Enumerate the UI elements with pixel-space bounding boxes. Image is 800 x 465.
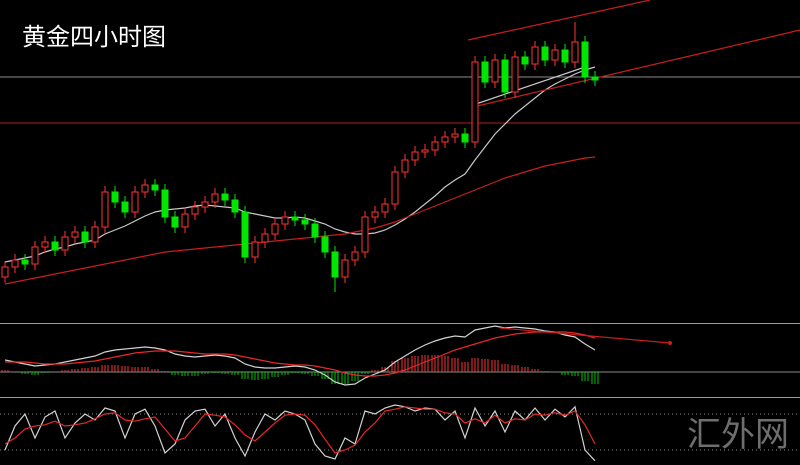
- candle-body: [441, 136, 449, 143]
- candle-body: [81, 231, 89, 243]
- candle-body: [241, 211, 249, 258]
- candle-body: [591, 76, 599, 81]
- candle-body: [491, 59, 499, 83]
- candle-body: [471, 61, 479, 143]
- candle-body: [201, 201, 209, 208]
- candle-body: [341, 259, 349, 278]
- candle-body: [91, 226, 99, 243]
- candle-body: [351, 251, 359, 261]
- candle-body: [51, 241, 59, 251]
- candle-body: [581, 41, 589, 78]
- candle-body: [541, 46, 549, 61]
- candle-body: [371, 211, 379, 218]
- candle-body: [71, 231, 79, 238]
- candle-body: [531, 46, 539, 65]
- trend-line: [499, 327, 671, 344]
- candle-body: [261, 233, 269, 243]
- watermark: 汇外网: [687, 415, 789, 455]
- candle-body: [151, 184, 159, 191]
- candle-body: [141, 184, 149, 193]
- candle-body: [191, 206, 199, 215]
- candle-body: [431, 141, 439, 151]
- candle-body: [451, 133, 459, 138]
- candle-body: [301, 219, 309, 225]
- price-panel: [0, 0, 800, 292]
- candle-body: [171, 216, 179, 228]
- moving-average: [4, 66, 596, 263]
- candle-body: [551, 49, 559, 61]
- candle-body: [21, 259, 29, 265]
- stochastic-panel: [0, 404, 800, 462]
- candle-body: [121, 201, 129, 213]
- macd-line: [5, 331, 596, 377]
- candle-body: [101, 191, 109, 228]
- candle-body: [361, 216, 369, 253]
- trend-line: [467, 0, 651, 41]
- candle-body: [521, 56, 529, 65]
- candle-body: [1, 266, 9, 278]
- candle-body: [31, 246, 39, 265]
- candle-body: [571, 41, 579, 63]
- candle-body: [41, 241, 49, 248]
- candle-body: [181, 213, 189, 228]
- candle-body: [331, 251, 339, 278]
- candle-body: [321, 236, 329, 253]
- macd-panel: [0, 325, 800, 386]
- candle-body: [311, 223, 319, 238]
- moving-average: [4, 156, 596, 285]
- stochastic-line: [4, 406, 596, 454]
- candle-body: [511, 56, 519, 93]
- candle-body: [411, 151, 419, 161]
- trend-end: [668, 341, 672, 345]
- macd-line: [4, 325, 596, 386]
- chart-title: 黄金四小时图: [22, 23, 166, 51]
- candle-body: [251, 241, 259, 258]
- candle-body: [161, 189, 169, 218]
- candle-body: [221, 193, 229, 201]
- candle-body: [481, 61, 489, 83]
- candle-body: [421, 149, 429, 153]
- candle-body: [61, 236, 69, 251]
- candle-body: [281, 216, 289, 225]
- candle-body: [231, 199, 239, 213]
- candle-body: [561, 49, 569, 63]
- candle-body: [461, 133, 469, 143]
- candle-body: [211, 193, 219, 203]
- candle-body: [501, 59, 509, 93]
- candle-body: [381, 203, 389, 213]
- candle-body: [401, 159, 409, 173]
- stochastic-line: [4, 404, 596, 462]
- candle-body: [271, 223, 279, 235]
- candle-body: [131, 191, 139, 213]
- candle-body: [391, 171, 399, 205]
- candle-body: [291, 216, 299, 221]
- trend-line: [472, 66, 586, 106]
- trend-line: [472, 29, 800, 108]
- candle-body: [11, 259, 19, 268]
- candle-body: [111, 191, 119, 203]
